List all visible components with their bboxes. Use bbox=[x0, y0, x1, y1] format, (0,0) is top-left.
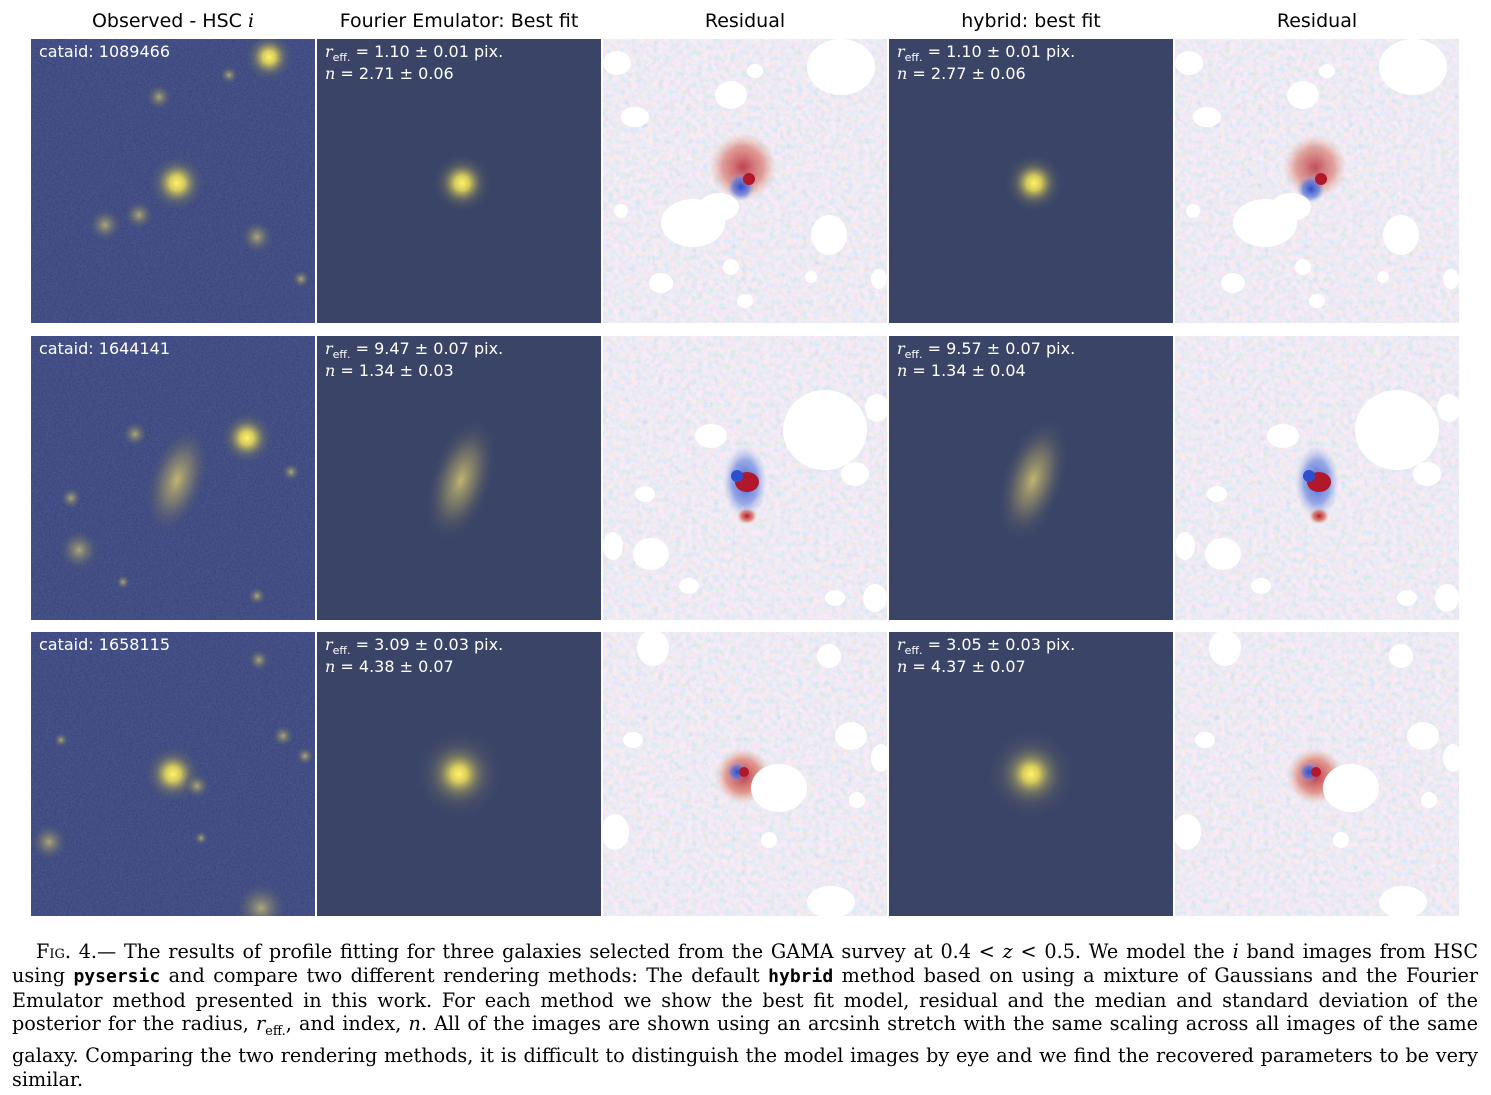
hybrid-model-row3: reff. = 3.05 ± 0.03 pix. n = 4.37 ± 0.07 bbox=[889, 632, 1173, 916]
residual-hybrid-row1 bbox=[1175, 39, 1459, 323]
residual-hybrid-row2 bbox=[1175, 336, 1459, 620]
column-title-observed: Observed - HSC i bbox=[91, 10, 255, 32]
figure-label: Fig. 4.— bbox=[36, 940, 117, 963]
sersic-index-value: n = 4.37 ± 0.07 bbox=[897, 657, 1026, 676]
reff-value: reff. = 1.10 ± 0.01 pix. bbox=[897, 42, 1076, 65]
reff-value: reff. = 1.10 ± 0.01 pix. bbox=[325, 42, 504, 65]
residual-fe-row3 bbox=[603, 632, 887, 916]
reff-value: reff. = 9.57 ± 0.07 pix. bbox=[897, 339, 1076, 362]
observed-image-row1: cataid: 1089466 bbox=[31, 39, 315, 323]
residual-fe-row1 bbox=[603, 39, 887, 323]
fourier-model-row3: reff. = 3.09 ± 0.03 pix. n = 4.38 ± 0.07 bbox=[317, 632, 601, 916]
cataid-label: cataid: 1644141 bbox=[39, 339, 171, 358]
fourier-model-row1: reff. = 1.10 ± 0.01 pix. n = 2.71 ± 0.06 bbox=[317, 39, 601, 323]
residual-fe-row2 bbox=[603, 336, 887, 620]
hybrid-model-row1: reff. = 1.10 ± 0.01 pix. n = 2.77 ± 0.06 bbox=[889, 39, 1173, 323]
column-title-fourier-emulator: Fourier Emulator: Best fit bbox=[339, 10, 579, 32]
cataid-label: cataid: 1658115 bbox=[39, 635, 171, 654]
observed-image-row3: cataid: 1658115 bbox=[31, 632, 315, 916]
reff-value: reff. = 9.47 ± 0.07 pix. bbox=[325, 339, 504, 362]
code-pysersic: pysersic bbox=[73, 965, 161, 987]
column-title-hybrid: hybrid: best fit bbox=[961, 10, 1101, 32]
residual-hybrid-row3 bbox=[1175, 632, 1459, 916]
sersic-index-value: n = 4.38 ± 0.07 bbox=[325, 657, 454, 676]
column-title-residual-fe: Residual bbox=[704, 10, 786, 32]
cataid-label: cataid: 1089466 bbox=[39, 42, 171, 61]
reff-value: reff. = 3.09 ± 0.03 pix. bbox=[325, 635, 504, 658]
column-title-residual-hybrid: Residual bbox=[1276, 10, 1358, 32]
fourier-model-row2: reff. = 9.47 ± 0.07 pix. n = 1.34 ± 0.03 bbox=[317, 336, 601, 620]
sersic-index-value: n = 1.34 ± 0.04 bbox=[897, 361, 1026, 380]
sersic-index-value: n = 1.34 ± 0.03 bbox=[325, 361, 454, 380]
code-hybrid: hybrid bbox=[768, 965, 834, 987]
sersic-index-value: n = 2.71 ± 0.06 bbox=[325, 64, 454, 83]
observed-image-row2: cataid: 1644141 bbox=[31, 336, 315, 620]
figure-caption: Fig. 4.— The results of profile fitting … bbox=[12, 940, 1479, 1091]
hybrid-model-row2: reff. = 9.57 ± 0.07 pix. n = 1.34 ± 0.04 bbox=[889, 336, 1173, 620]
sersic-index-value: n = 2.77 ± 0.06 bbox=[897, 64, 1026, 83]
reff-value: reff. = 3.05 ± 0.03 pix. bbox=[897, 635, 1076, 658]
